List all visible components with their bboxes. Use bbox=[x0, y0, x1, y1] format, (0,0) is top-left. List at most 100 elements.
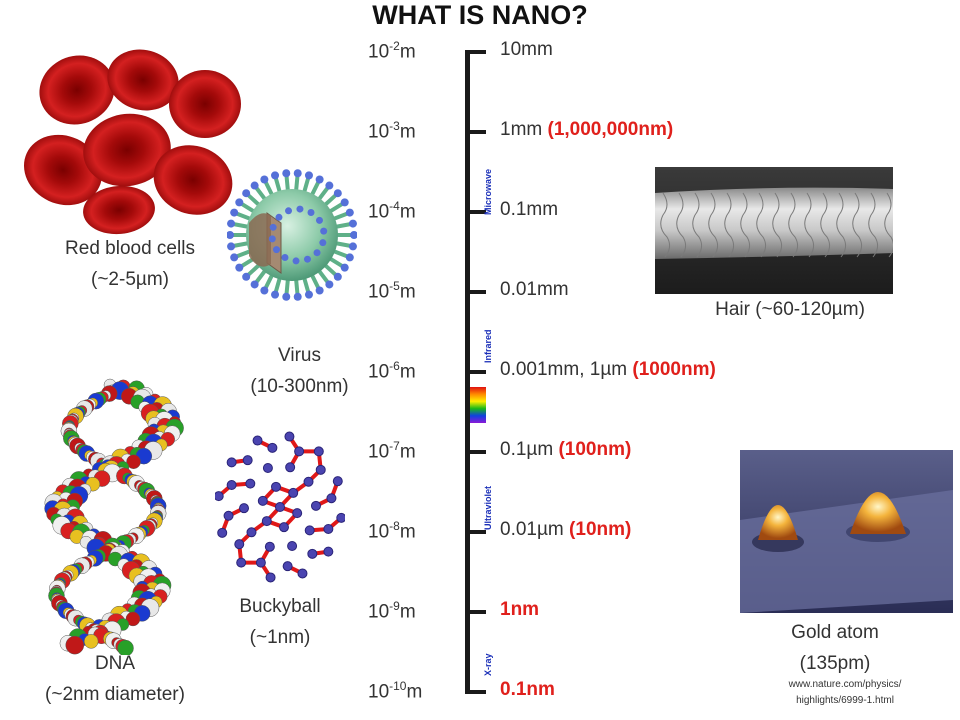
scale-tick bbox=[465, 210, 486, 214]
virus-knob bbox=[227, 231, 234, 239]
buckyball-atom bbox=[313, 446, 324, 457]
scale-tick bbox=[465, 530, 486, 534]
scale-tick bbox=[465, 370, 486, 374]
scale-tick bbox=[465, 130, 486, 134]
dna-size: (~2nm diameter) bbox=[45, 684, 185, 705]
buckyball-atom bbox=[288, 487, 299, 498]
rbc-name: Red blood cells bbox=[65, 238, 195, 259]
virus-knob bbox=[307, 208, 315, 216]
hair-scale-line bbox=[884, 192, 893, 258]
virus-knob bbox=[340, 198, 349, 207]
scale-value-label: 0.01µm (10nm) bbox=[500, 519, 631, 541]
virus-knob bbox=[345, 253, 354, 262]
virus-knob bbox=[304, 290, 313, 299]
scale-value-text: 1mm bbox=[500, 119, 548, 140]
buckyball-atom bbox=[215, 491, 224, 502]
virus-knob bbox=[319, 239, 327, 247]
scale-value-label: 1mm (1,000,000nm) bbox=[500, 119, 673, 141]
buckyball-atom bbox=[323, 546, 334, 557]
buckyball-atom bbox=[315, 464, 326, 475]
scale-value-text: 10mm bbox=[500, 39, 553, 60]
virus-knob bbox=[333, 189, 342, 198]
virus-caption: Virus (10-300nm) bbox=[232, 340, 367, 402]
exponent-base: 10 bbox=[368, 281, 390, 303]
virus-knob bbox=[250, 280, 259, 289]
scale-value-nm: (1,000,000nm) bbox=[547, 119, 674, 140]
dna-image bbox=[44, 378, 184, 655]
scale-exponent-label: 10-8m bbox=[368, 519, 448, 543]
hair-name: Hair (~60-120µm) bbox=[715, 299, 865, 320]
scale-value-nm: 1nm bbox=[500, 599, 540, 620]
scale-exponent-label: 10-7m bbox=[368, 439, 448, 463]
scale-value-label: 0.1mm bbox=[500, 199, 558, 221]
scale-value-text: 0.1mm bbox=[500, 199, 559, 220]
virus-knob bbox=[281, 254, 289, 262]
buckyball-size: (~1nm) bbox=[249, 627, 311, 648]
scale-value-label: 0.1nm bbox=[500, 679, 555, 701]
buckyball-image bbox=[215, 431, 345, 583]
scale-value-nm: (100nm) bbox=[558, 439, 632, 460]
virus-knob bbox=[227, 219, 236, 228]
virus-knob bbox=[268, 235, 276, 243]
gold-atom-size: (135pm) bbox=[799, 653, 871, 674]
virus-knob bbox=[282, 169, 291, 178]
exponent-base: 10 bbox=[368, 601, 390, 623]
buckyball-atom bbox=[297, 568, 308, 579]
exponent-power: -7 bbox=[389, 439, 400, 453]
band-xray: X-ray bbox=[483, 653, 493, 676]
dna-atom bbox=[125, 611, 141, 627]
virus-knob bbox=[271, 171, 280, 180]
scale-tick bbox=[465, 290, 486, 294]
buckyball-atom bbox=[278, 522, 289, 533]
exponent-unit: m bbox=[406, 681, 423, 703]
virus-knob bbox=[320, 227, 328, 235]
exponent-unit: m bbox=[399, 121, 416, 143]
virus-name: Virus bbox=[278, 345, 321, 366]
exponent-power: -3 bbox=[389, 119, 400, 133]
virus-knob bbox=[292, 257, 300, 265]
buckyball-atom bbox=[223, 510, 234, 521]
virus-image bbox=[227, 169, 357, 301]
scale-tick bbox=[465, 690, 486, 694]
virus-knob bbox=[348, 242, 357, 251]
exponent-power: -10 bbox=[389, 679, 407, 693]
exponent-unit: m bbox=[399, 201, 416, 223]
scale-exponent-label: 10-5m bbox=[368, 279, 448, 303]
virus-knob bbox=[285, 207, 293, 215]
hair-scale-line bbox=[852, 192, 863, 258]
buckyball-atom bbox=[292, 508, 303, 519]
scale-value-label: 0.01mm bbox=[500, 279, 569, 301]
band-infrared: Infrared bbox=[483, 329, 493, 363]
virus-knob bbox=[340, 263, 349, 272]
image-source-line1: www.nature.com/physics/ bbox=[788, 679, 902, 690]
scale-tick bbox=[465, 50, 486, 54]
hair-scale-line bbox=[740, 192, 751, 258]
virus-knob bbox=[235, 263, 244, 272]
buckyball-atom bbox=[236, 557, 247, 568]
exponent-unit: m bbox=[399, 361, 416, 383]
exponent-base: 10 bbox=[368, 681, 390, 703]
dna-name: DNA bbox=[94, 653, 136, 674]
exponent-unit: m bbox=[399, 521, 416, 543]
exponent-power: -5 bbox=[389, 279, 400, 293]
scale-value-nm: (10nm) bbox=[569, 519, 632, 540]
hair-scale-line bbox=[788, 192, 799, 258]
virus-knob bbox=[242, 189, 251, 198]
scale-exponent-label: 10-2m bbox=[368, 39, 448, 63]
virus-knob bbox=[296, 205, 304, 213]
hair-scale-line bbox=[820, 192, 831, 258]
hair-scale-line bbox=[868, 192, 879, 258]
buckyball-atom bbox=[285, 462, 296, 473]
buckyball-atom bbox=[294, 446, 305, 457]
virus-knob bbox=[293, 169, 302, 178]
buckyball-atom bbox=[265, 572, 276, 583]
buckyball-atom bbox=[275, 502, 285, 512]
scale-tick bbox=[465, 610, 486, 614]
scale-value-text: 0.01µm bbox=[500, 519, 570, 540]
buckyball-atom bbox=[242, 455, 253, 466]
buckyball-atom bbox=[257, 495, 268, 506]
image-source: www.nature.com/physics/ highlights/6999-… bbox=[745, 677, 945, 709]
dna-atom bbox=[117, 639, 134, 655]
exponent-unit: m bbox=[399, 41, 416, 63]
exponent-base: 10 bbox=[368, 361, 390, 383]
